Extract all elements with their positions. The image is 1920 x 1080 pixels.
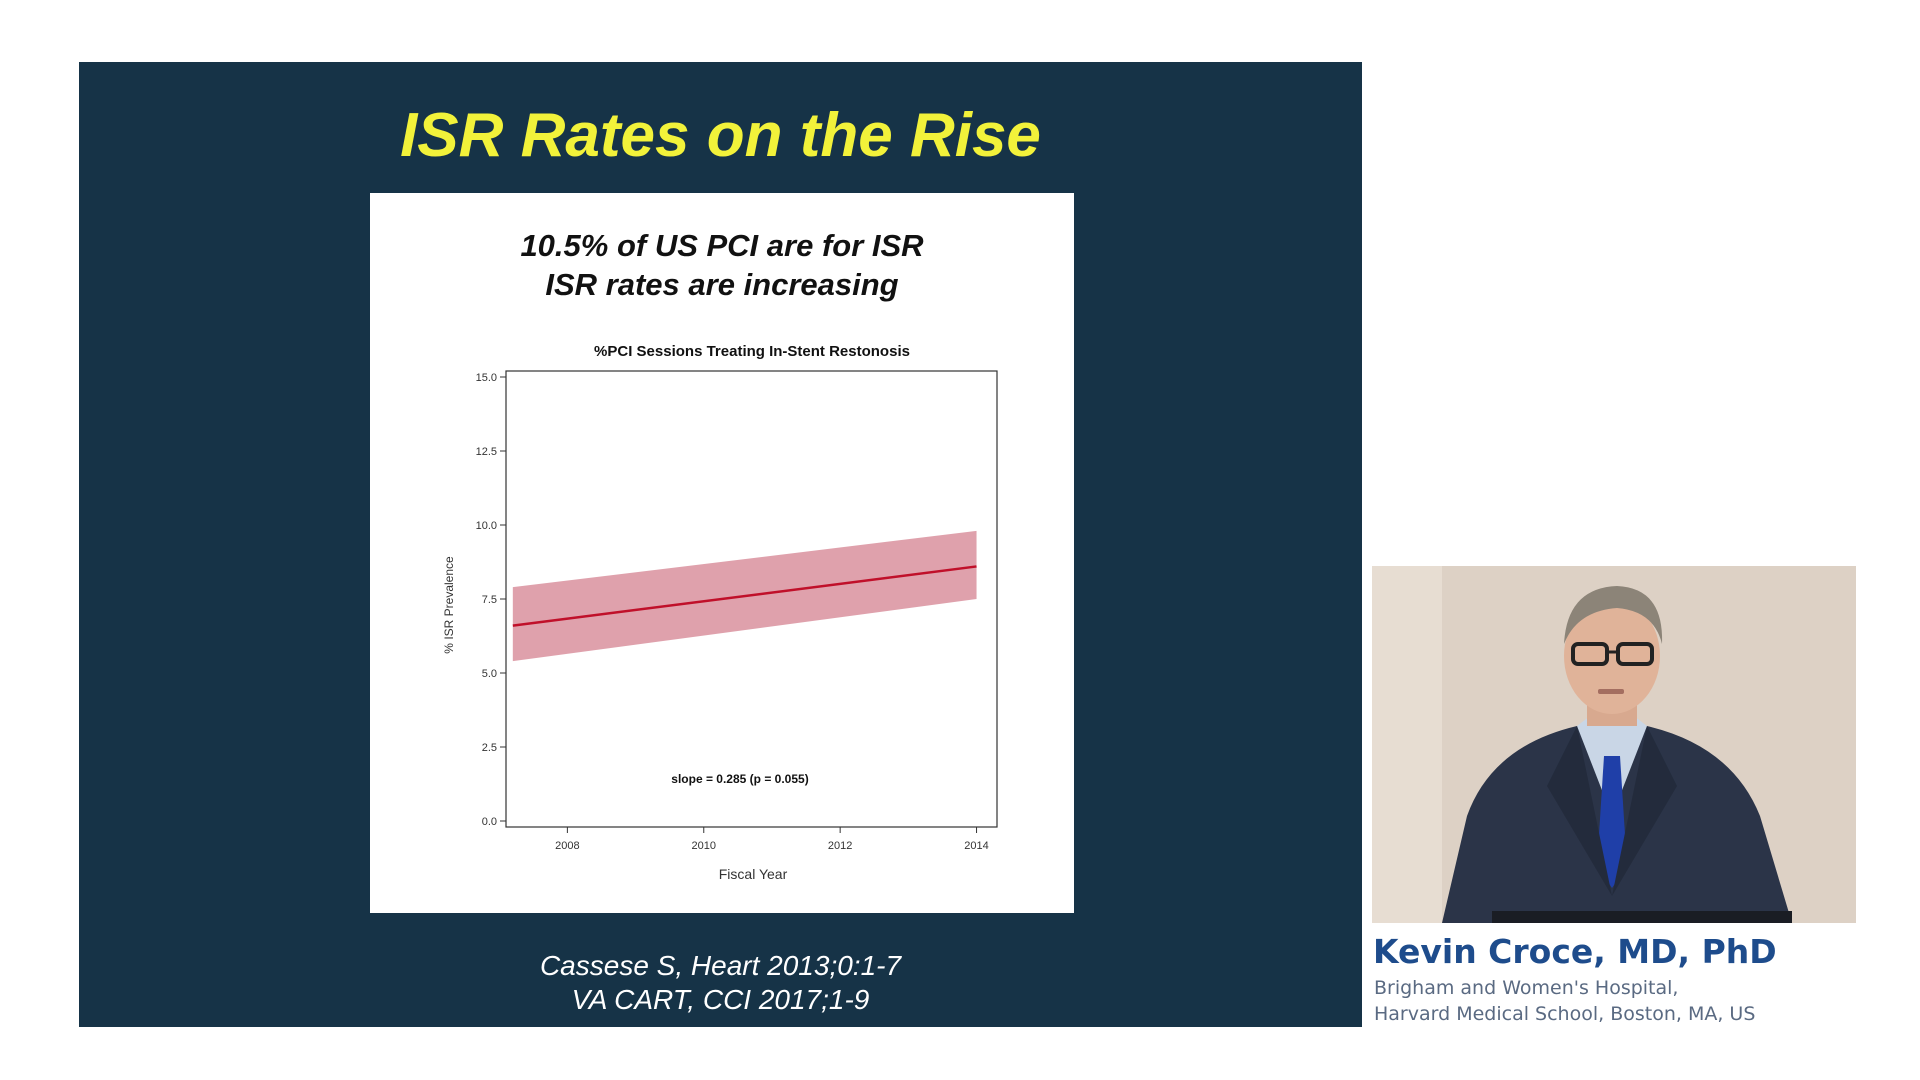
trend-line bbox=[512, 565, 977, 627]
y-tick-label: 0.0 bbox=[482, 816, 497, 828]
y-tick-label: 2.5 bbox=[482, 742, 497, 754]
x-tick-label: 2012 bbox=[828, 840, 852, 852]
x-tick-label: 2014 bbox=[964, 840, 988, 852]
speaker-video bbox=[1372, 566, 1856, 923]
x-tick-label: 2010 bbox=[692, 840, 716, 852]
citation-1: Cassese S, Heart 2013;0:1-7 bbox=[539, 950, 902, 981]
speaker-portrait bbox=[1372, 566, 1856, 923]
chart-annotation: slope = 0.285 (p = 0.055) bbox=[671, 772, 808, 786]
y-tick-label: 5.0 bbox=[482, 668, 497, 680]
citation-2: VA CART, CCI 2017;1-9 bbox=[571, 984, 870, 1015]
y-tick-label: 12.5 bbox=[476, 446, 497, 458]
speaker-name: Kevin Croce, MD, PhD bbox=[1373, 932, 1777, 971]
isr-chart: %PCI Sessions Treating In-Stent Restonos… bbox=[442, 343, 998, 882]
y-axis: 0.0 2.5 5.0 7.5 10.0 12.5 15.0 bbox=[476, 372, 506, 828]
slide: ISR Rates on the Rise 10.5% of US PCI ar… bbox=[79, 62, 1362, 1027]
x-axis: 2008 2010 2012 2014 bbox=[555, 827, 989, 852]
speaker-affiliation-2: Harvard Medical School, Boston, MA, US bbox=[1374, 1003, 1756, 1025]
speaker-affiliation-1: Brigham and Women's Hospital, bbox=[1374, 977, 1679, 999]
chart-title: %PCI Sessions Treating In-Stent Restonos… bbox=[594, 343, 910, 360]
y-tick-label: 15.0 bbox=[476, 372, 497, 384]
y-axis-label: % ISR Prevalence bbox=[442, 556, 456, 654]
x-tick-label: 2008 bbox=[555, 840, 579, 852]
y-tick-label: 7.5 bbox=[482, 594, 497, 606]
y-tick-label: 10.0 bbox=[476, 520, 497, 532]
series-layer bbox=[512, 530, 977, 662]
figure-panel: 10.5% of US PCI are for ISR ISR rates ar… bbox=[370, 193, 1074, 913]
slide-title: ISR Rates on the Rise bbox=[400, 101, 1041, 170]
x-axis-label: Fiscal Year bbox=[719, 866, 788, 882]
headline-line-2: ISR rates are increasing bbox=[545, 267, 899, 302]
headline-line-1: 10.5% of US PCI are for ISR bbox=[520, 228, 924, 263]
